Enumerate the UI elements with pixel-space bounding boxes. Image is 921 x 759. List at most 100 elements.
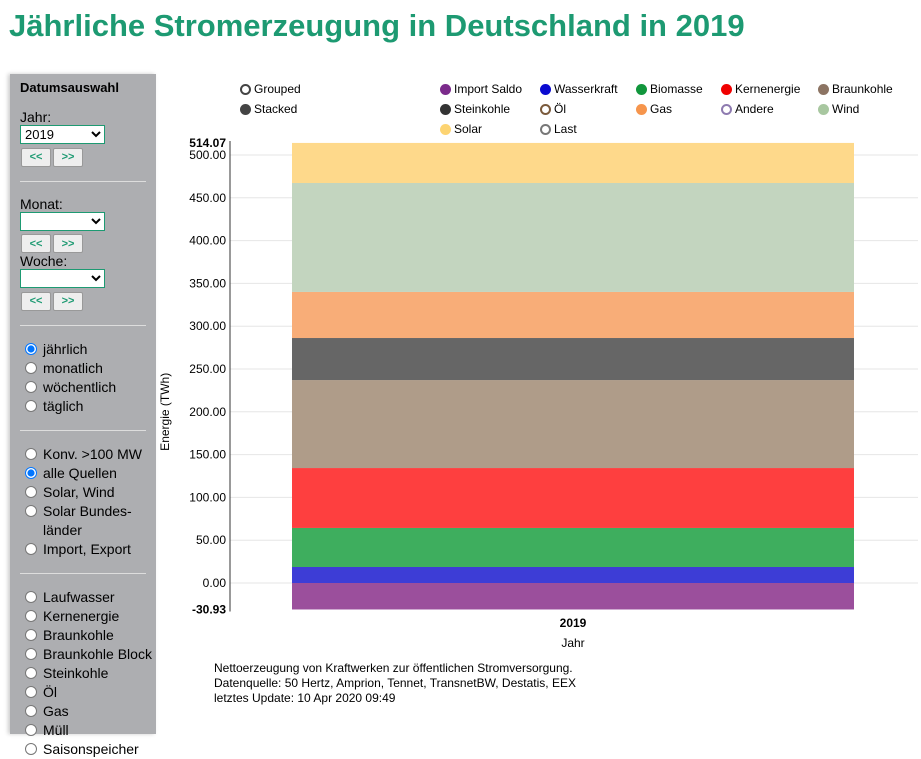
radio-button[interactable] (25, 704, 37, 717)
legend-dot-icon (440, 123, 451, 135)
footer-line: Nettoerzeugung von Kraftwerken zur öffen… (214, 661, 573, 675)
mode-grouped[interactable]: Grouped (240, 82, 301, 96)
bar-segment-biomasse[interactable] (292, 527, 854, 567)
radio-types[interactable]: Müll (25, 721, 156, 740)
radio-period[interactable]: wöchentlich (25, 378, 156, 397)
radio-button[interactable] (25, 399, 37, 412)
legend-steinkohle[interactable]: Steinkohle (440, 102, 510, 116)
month-label: Monat: (20, 195, 63, 212)
bar-segment-steinkohle[interactable] (292, 338, 854, 381)
radio-button[interactable] (25, 590, 37, 603)
divider (20, 324, 146, 326)
radio-button[interactable] (25, 542, 37, 555)
mode-stacked[interactable]: Stacked (240, 102, 297, 116)
radio-label: wöchentlich (43, 378, 117, 395)
legend-dot-icon (440, 83, 451, 95)
radio-button[interactable] (25, 447, 37, 460)
radio-sources[interactable]: Import, Export (25, 540, 156, 559)
legend-gas[interactable]: Gas (636, 102, 672, 116)
radio-button[interactable] (25, 685, 37, 698)
radio-button[interactable] (25, 742, 37, 755)
radio-button[interactable] (25, 361, 37, 374)
legend-braunkohle[interactable]: Braunkohle (818, 82, 893, 96)
radio-types[interactable]: Laufwasser (25, 588, 156, 607)
radio-button[interactable] (25, 628, 37, 641)
legend-wind[interactable]: Wind (818, 102, 859, 116)
week-select[interactable] (20, 269, 105, 288)
legend-label: Braunkohle (832, 82, 893, 96)
bar-segment-kernenergie[interactable] (292, 468, 854, 528)
y-tick-label: 50.00 (196, 533, 226, 547)
radio-label: Braunkohle (43, 626, 114, 643)
radio-sources[interactable]: Solar Bundes-länder (25, 502, 156, 540)
chart: 0.00 50.00 100.00 150.00 200.00 250.00 300.00 3… (158, 136, 918, 650)
month-select[interactable] (20, 211, 105, 231)
year-select[interactable]: 2019 (20, 125, 105, 144)
y-tick-label: 150.00 (189, 448, 226, 462)
radio-button[interactable] (25, 723, 37, 736)
y-tick-label: 250.00 (189, 362, 226, 376)
week-prev-button[interactable]: << (21, 291, 51, 311)
radio-label: Öl (43, 683, 57, 700)
radio-sources[interactable]: Solar, Wind (25, 483, 156, 502)
year-prev-button[interactable]: << (21, 147, 51, 167)
radio-label: Müll (43, 721, 69, 738)
y-tick-label: 0.00 (203, 576, 227, 590)
month-prev-button[interactable]: << (21, 234, 51, 253)
week-next-button[interactable]: >> (53, 291, 83, 311)
radio-label: Steinkohle (43, 664, 109, 681)
radio-label: Konv. >100 MW (43, 445, 142, 462)
radio-sources[interactable]: alle Quellen (25, 464, 156, 483)
divider (20, 572, 146, 574)
radio-label: Saisonspeicher (43, 740, 139, 757)
radio-types[interactable]: Kernenergie (25, 607, 156, 626)
legend-andere[interactable]: Andere (721, 102, 774, 116)
mode-label: Stacked (254, 102, 298, 116)
radio-button[interactable] (25, 647, 37, 660)
radio-button[interactable] (25, 609, 37, 622)
radio-types[interactable]: Öl (25, 683, 156, 702)
radio-button[interactable] (25, 666, 37, 679)
legend-dot-icon (440, 103, 451, 115)
legend-öl[interactable]: Öl (540, 102, 566, 116)
legend-wasserkraft[interactable]: Wasserkraft (540, 82, 618, 96)
radio-period[interactable]: täglich (25, 397, 156, 416)
legend-kernenergie[interactable]: Kernenergie (721, 82, 800, 96)
year-next-button[interactable]: >> (53, 147, 83, 167)
legend-last[interactable]: Last (540, 122, 577, 136)
legend-label: Kernenergie (735, 82, 801, 96)
radio-button[interactable] (25, 466, 37, 479)
bar-segment-import-saldo[interactable] (292, 583, 854, 610)
legend-label: Import Saldo (454, 82, 523, 96)
legend-dot-icon (721, 83, 732, 95)
radio-button[interactable] (25, 504, 37, 517)
bar-segment-solar[interactable] (292, 142, 854, 183)
radio-period[interactable]: monatlich (25, 359, 156, 378)
radio-button[interactable] (25, 380, 37, 393)
legend-biomasse[interactable]: Biomasse (636, 82, 703, 96)
legend-import-saldo[interactable]: Import Saldo (440, 82, 522, 96)
bar-segment-gas[interactable] (292, 291, 854, 339)
radio-button[interactable] (25, 342, 37, 355)
y-bound-label: -30.93 (192, 602, 226, 616)
radio-label: Solar Bundes-länder (43, 502, 132, 538)
radio-types[interactable]: Steinkohle (25, 664, 156, 683)
radio-types[interactable]: Braunkohle (25, 626, 156, 645)
legend-label: Öl (554, 102, 566, 116)
radio-types[interactable]: Gas (25, 702, 156, 721)
radio-label: Solar, Wind (43, 483, 115, 500)
legend-dot-icon (636, 83, 647, 95)
month-next-button[interactable]: >> (53, 234, 83, 253)
legend-label: Solar (454, 122, 483, 136)
bar-segment-wind[interactable] (292, 182, 854, 292)
week-label: Woche: (20, 253, 68, 269)
legend-dot-icon (818, 103, 829, 115)
radio-sources[interactable]: Konv. >100 MW (25, 445, 156, 464)
radio-types[interactable]: Saisonspeicher (25, 740, 156, 759)
radio-types[interactable]: Braunkohle Block (25, 645, 156, 664)
bar-segment-braunkohle[interactable] (292, 380, 854, 469)
radio-period[interactable]: jährlich (25, 340, 156, 359)
radio-button[interactable] (25, 485, 37, 498)
legend-solar[interactable]: Solar (440, 122, 482, 136)
bar-segment-wasserkraft[interactable] (292, 566, 854, 583)
